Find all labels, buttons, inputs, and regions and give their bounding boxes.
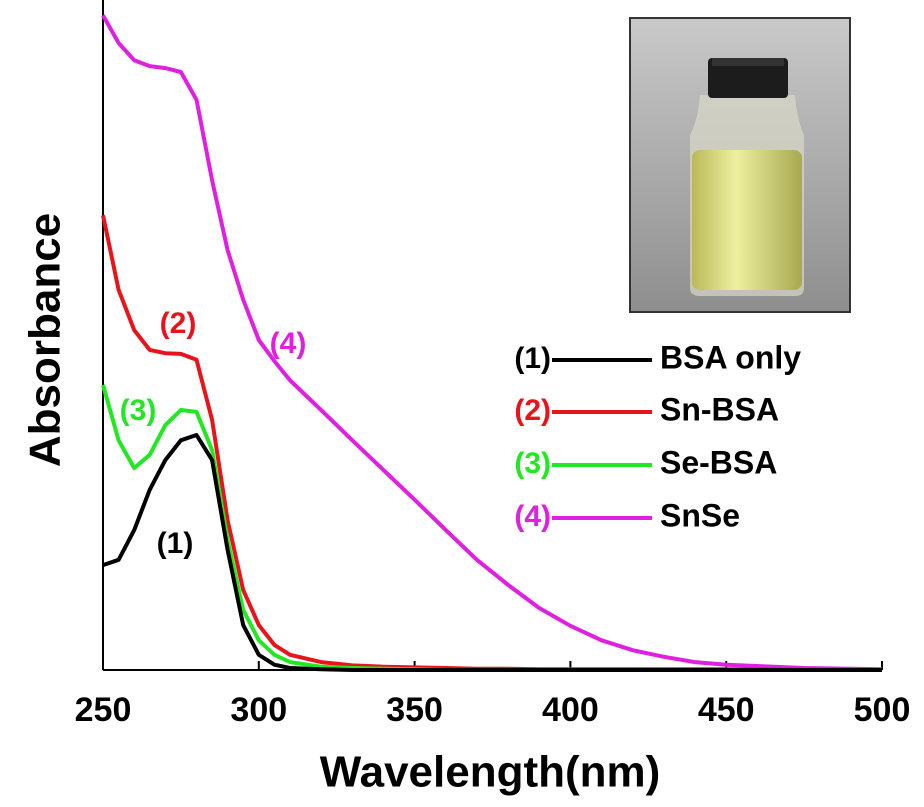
x-tick-label: 500 bbox=[854, 691, 911, 729]
y-axis-label: Absorbance bbox=[21, 213, 70, 467]
legend-label: Se-BSA bbox=[660, 444, 777, 480]
x-tick-label: 300 bbox=[230, 691, 287, 729]
legend-prefix: (1) bbox=[514, 342, 551, 375]
series-line bbox=[102, 433, 882, 672]
series-line bbox=[101, 384, 882, 672]
legend-label: BSA only bbox=[660, 339, 801, 375]
x-axis-label: Wavelength(nm) bbox=[320, 748, 661, 797]
x-tick-label: 400 bbox=[542, 691, 599, 729]
legend-label: SnSe bbox=[660, 497, 740, 533]
legend-prefix: (2) bbox=[514, 394, 551, 427]
legend-prefix: (4) bbox=[514, 500, 551, 533]
annotation: (3) bbox=[120, 394, 157, 427]
annotation: (2) bbox=[160, 307, 197, 340]
legend-prefix: (3) bbox=[514, 447, 551, 480]
series-line bbox=[101, 14, 883, 672]
legend-label: Sn-BSA bbox=[660, 391, 779, 427]
annotation: (4) bbox=[270, 327, 307, 360]
x-tick-label: 250 bbox=[75, 691, 132, 729]
x-tick-label: 450 bbox=[698, 691, 755, 729]
annotation: (1) bbox=[157, 527, 194, 560]
inset-photo bbox=[629, 17, 851, 313]
x-tick-label: 350 bbox=[386, 691, 443, 729]
